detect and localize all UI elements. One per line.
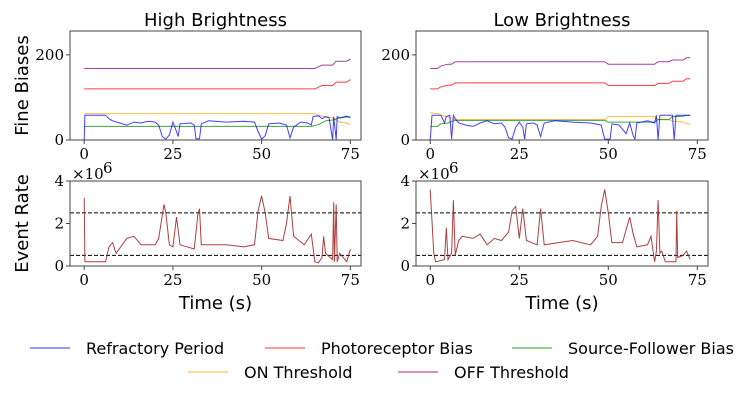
- series-line-event-rate: [429, 189, 691, 263]
- axes-frame: [415, 30, 709, 141]
- legend-item: Source-Follower Bias: [512, 339, 734, 358]
- legend-label: Refractory Period: [86, 339, 224, 358]
- offset-text: ×10: [72, 165, 104, 183]
- x-tick-label: 0: [79, 271, 89, 289]
- panel-bottom-right: 0 25 50 75 0 2 4 Time (s) ×10 6: [400, 159, 709, 314]
- y-tick-label: 4: [400, 172, 410, 190]
- legend-item: Photoreceptor Bias: [265, 339, 473, 358]
- y-tick-label: 4: [54, 172, 64, 190]
- x-tick-label: 50: [252, 145, 271, 163]
- x-tick-label: 25: [163, 271, 182, 289]
- x-tick-label: 25: [163, 145, 182, 163]
- y-tick-label: 0: [400, 131, 410, 149]
- panel-top-right: 0 25 50 75 0 200 Low Brightness: [381, 10, 709, 163]
- panel-top-left: 0 25 50 75 0 200 High Brightness Fine Biases: [12, 10, 362, 163]
- series-line-source-follower-bias: [430, 114, 691, 127]
- offset-text: ×10: [418, 165, 450, 183]
- x-tick-label: 0: [425, 145, 435, 163]
- legend: Refractory Period Photoreceptor Bias Sourc…: [30, 339, 734, 382]
- x-tick-label: 50: [599, 145, 618, 163]
- y-tick-label: 0: [54, 131, 64, 149]
- panel-title: High Brightness: [144, 10, 287, 31]
- x-tick-label: 25: [510, 271, 529, 289]
- y-axis-label: Fine Biases: [12, 35, 33, 135]
- y-tick-label: 200: [35, 46, 64, 64]
- series-line-off-threshold: [430, 57, 691, 69]
- y-tick-label: 2: [54, 215, 64, 233]
- x-axis-label: Time (s): [178, 293, 252, 314]
- series-line-on-threshold: [84, 113, 351, 126]
- series-line-photoreceptor-bias: [430, 78, 691, 90]
- offset-exponent: 6: [103, 159, 113, 177]
- axes-frame: [69, 180, 362, 267]
- legend-item: Refractory Period: [30, 339, 224, 358]
- series-line-photoreceptor-bias: [84, 79, 351, 90]
- series-line-event-rate: [83, 195, 351, 264]
- series-line-refractory-period: [83, 114, 351, 141]
- x-tick-label: 50: [252, 271, 271, 289]
- y-tick-label: 0: [54, 257, 64, 275]
- y-axis-label: Event Rate: [12, 174, 33, 273]
- legend-label: OFF Threshold: [454, 363, 569, 382]
- x-axis-label: Time (s): [524, 293, 598, 314]
- legend-item: ON Threshold: [188, 363, 353, 382]
- axes-frame: [415, 180, 709, 267]
- x-tick-label: 75: [341, 271, 360, 289]
- x-tick-label: 75: [341, 145, 360, 163]
- series-line-refractory-period: [429, 113, 691, 141]
- legend-label: Source-Follower Bias: [568, 339, 734, 358]
- panel-bottom-left: 0 25 50 75 0 2 4 Event Rate Time (s) ×10 6: [12, 159, 362, 314]
- legend-label: Photoreceptor Bias: [321, 339, 473, 358]
- x-tick-label: 75: [688, 271, 707, 289]
- axes-frame: [69, 30, 362, 141]
- series-line-on-threshold: [430, 112, 691, 125]
- x-tick-label: 25: [510, 145, 529, 163]
- x-tick-label: 50: [599, 271, 618, 289]
- legend-item: OFF Threshold: [398, 363, 569, 382]
- x-tick-label: 0: [425, 271, 435, 289]
- panel-title: Low Brightness: [493, 10, 630, 31]
- legend-label: ON Threshold: [244, 363, 353, 382]
- x-tick-label: 75: [688, 145, 707, 163]
- series-line-off-threshold: [84, 58, 351, 69]
- y-tick-label: 200: [381, 46, 410, 64]
- y-tick-label: 2: [400, 215, 410, 233]
- x-tick-label: 0: [79, 145, 89, 163]
- y-tick-label: 0: [400, 257, 410, 275]
- offset-exponent: 6: [449, 159, 459, 177]
